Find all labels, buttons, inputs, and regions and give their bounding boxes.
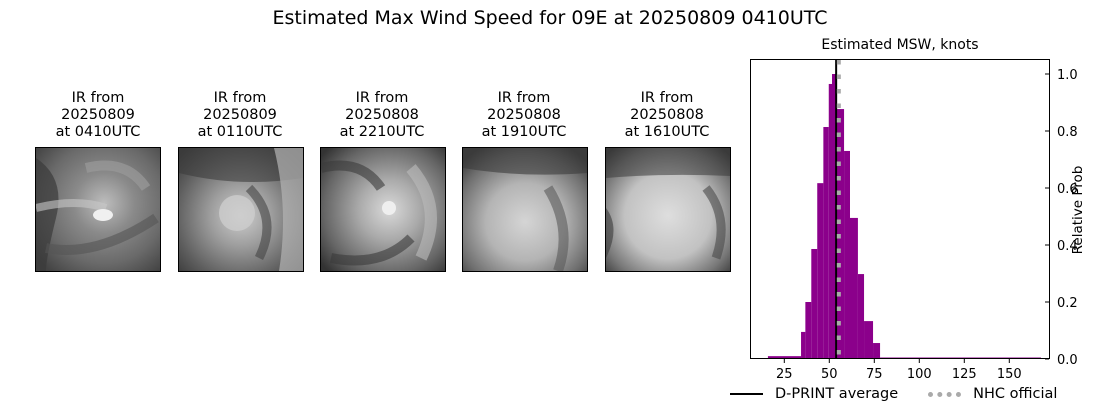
panel-title-line: 20250808 [487, 107, 561, 123]
histogram-bar [817, 183, 824, 359]
histogram-bar [828, 83, 832, 359]
panel-title-line: at 0410UTC [55, 124, 141, 140]
figure-title: Estimated Max Wind Speed for 09E at 2025… [272, 7, 828, 29]
legend-label-dprint: D-PRINT average [775, 386, 899, 402]
panel-title-line: 20250808 [630, 107, 704, 123]
ir-image-4 [462, 147, 588, 272]
ir-cloud-image [321, 148, 445, 271]
panel-title-line: IR from [640, 90, 694, 106]
x-axis-ticks: 25 50 75 100 125 150 [776, 359, 1022, 382]
legend-item-nhc: NHC official [928, 386, 1057, 402]
ir-cloud-image [36, 148, 160, 271]
solid-line-icon [730, 393, 763, 395]
histogram-bar [767, 356, 802, 359]
x-tick-label: 125 [952, 367, 977, 382]
histogram-bar [857, 274, 865, 359]
ir-cloud-image [606, 148, 730, 271]
x-tick-label: 50 [821, 367, 838, 382]
x-tick-label: 75 [866, 367, 883, 382]
panel-title-line: IR from [213, 90, 267, 106]
panel-title-line: 20250809 [203, 107, 277, 123]
panel-title-2: IR from 20250809 at 0110UTC [165, 90, 315, 141]
histogram-bar [805, 302, 812, 359]
legend-item-dprint: D-PRINT average [730, 386, 898, 402]
x-tick-label: 100 [907, 367, 932, 382]
histogram-bar [850, 217, 858, 359]
panel-title-5: IR from 20250808 at 1610UTC [592, 90, 742, 141]
panel-title-line: IR from [355, 90, 409, 106]
y-tick-label: 0.4 [1057, 239, 1078, 254]
histogram-bar [823, 127, 829, 359]
ir-image-2 [178, 147, 304, 272]
panel-title-line: at 1910UTC [481, 124, 567, 140]
y-tick-label: 0.0 [1057, 353, 1078, 368]
legend: D-PRINT average NHC official [730, 386, 1087, 402]
dotted-line-icon [928, 391, 962, 397]
panel-title-1: IR from 20250809 at 0410UTC [23, 90, 173, 141]
histogram-bar [811, 248, 818, 359]
y-tick-label: 0.8 [1057, 125, 1078, 140]
ir-cloud-image [463, 148, 587, 271]
panel-title-line: IR from [497, 90, 551, 106]
histogram-bar [832, 74, 838, 359]
panel-title-line: at 1610UTC [624, 124, 710, 140]
plot-axes-frame [750, 59, 1050, 359]
histogram-bar [801, 331, 806, 359]
x-tick-label: 25 [776, 367, 793, 382]
ir-image-5 [605, 147, 731, 272]
legend-label-nhc: NHC official [973, 386, 1058, 402]
ir-image-3 [320, 147, 446, 272]
panel-title-line: at 2210UTC [339, 124, 425, 140]
histogram-bar [844, 150, 850, 359]
y-tick-label: 0.6 [1057, 182, 1078, 197]
panel-title-line: IR from [71, 90, 125, 106]
y-tick-label: 1.0 [1057, 68, 1078, 83]
y-axis-label: Relative Prob [1070, 165, 1086, 255]
panel-title-line: 20250808 [345, 107, 419, 123]
y-tick-label: 0.2 [1057, 296, 1078, 311]
panel-title-4: IR from 20250808 at 1910UTC [449, 90, 599, 141]
panel-title-line: at 0110UTC [197, 124, 283, 140]
histogram-bar [873, 343, 881, 359]
histogram-bar [864, 321, 874, 359]
panel-title-line: 20250809 [61, 107, 135, 123]
ir-cloud-image [179, 148, 303, 271]
y-axis-ticks: 0.0 0.2 0.4 0.6 0.8 1.0 [1045, 68, 1078, 368]
panel-title-3: IR from 20250808 at 2210UTC [307, 90, 457, 141]
ir-image-1 [35, 147, 161, 272]
x-tick-label: 150 [997, 367, 1022, 382]
chart-title: Estimated MSW, knots [821, 37, 979, 53]
